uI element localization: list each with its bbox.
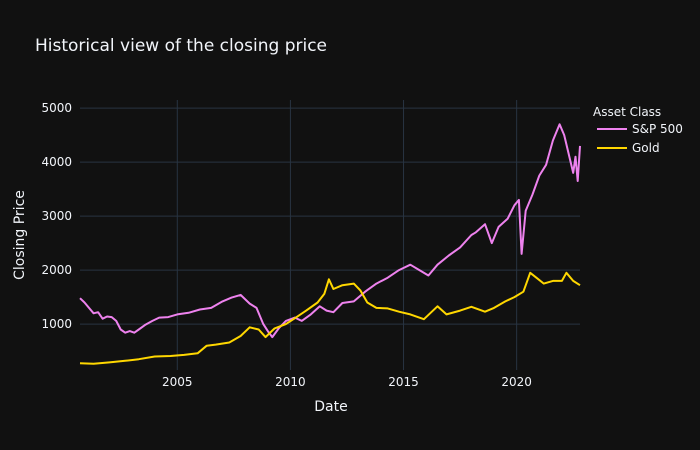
grid [80,100,580,370]
legend-label: S&P 500 [632,122,683,136]
series-layer [79,123,581,365]
y-tick-label: 4000 [41,155,72,169]
x-tick-label: 2010 [275,375,306,389]
x-tick-label: 2020 [501,375,532,389]
y-axis-title: Closing Price [12,190,28,280]
legend-label: Gold [632,141,660,155]
x-axis-ticks: 2005 2010 2015 2020 [162,375,532,389]
legend: Asset Class S&P 500 Gold [593,105,683,155]
chart-title: Historical view of the closing price [35,36,327,56]
y-tick-label: 5000 [41,101,72,115]
y-tick-label: 2000 [41,263,72,277]
x-tick-label: 2005 [162,375,193,389]
x-axis-title: Date [314,399,347,415]
legend-title: Asset Class [593,105,661,119]
x-tick-label: 2015 [388,375,419,389]
y-tick-label: 3000 [41,209,72,223]
series-line-gold [79,271,581,365]
y-axis-ticks: 1000 2000 3000 4000 5000 [41,101,72,331]
y-tick-label: 1000 [41,317,72,331]
series-line-s-p-500 [79,123,581,339]
